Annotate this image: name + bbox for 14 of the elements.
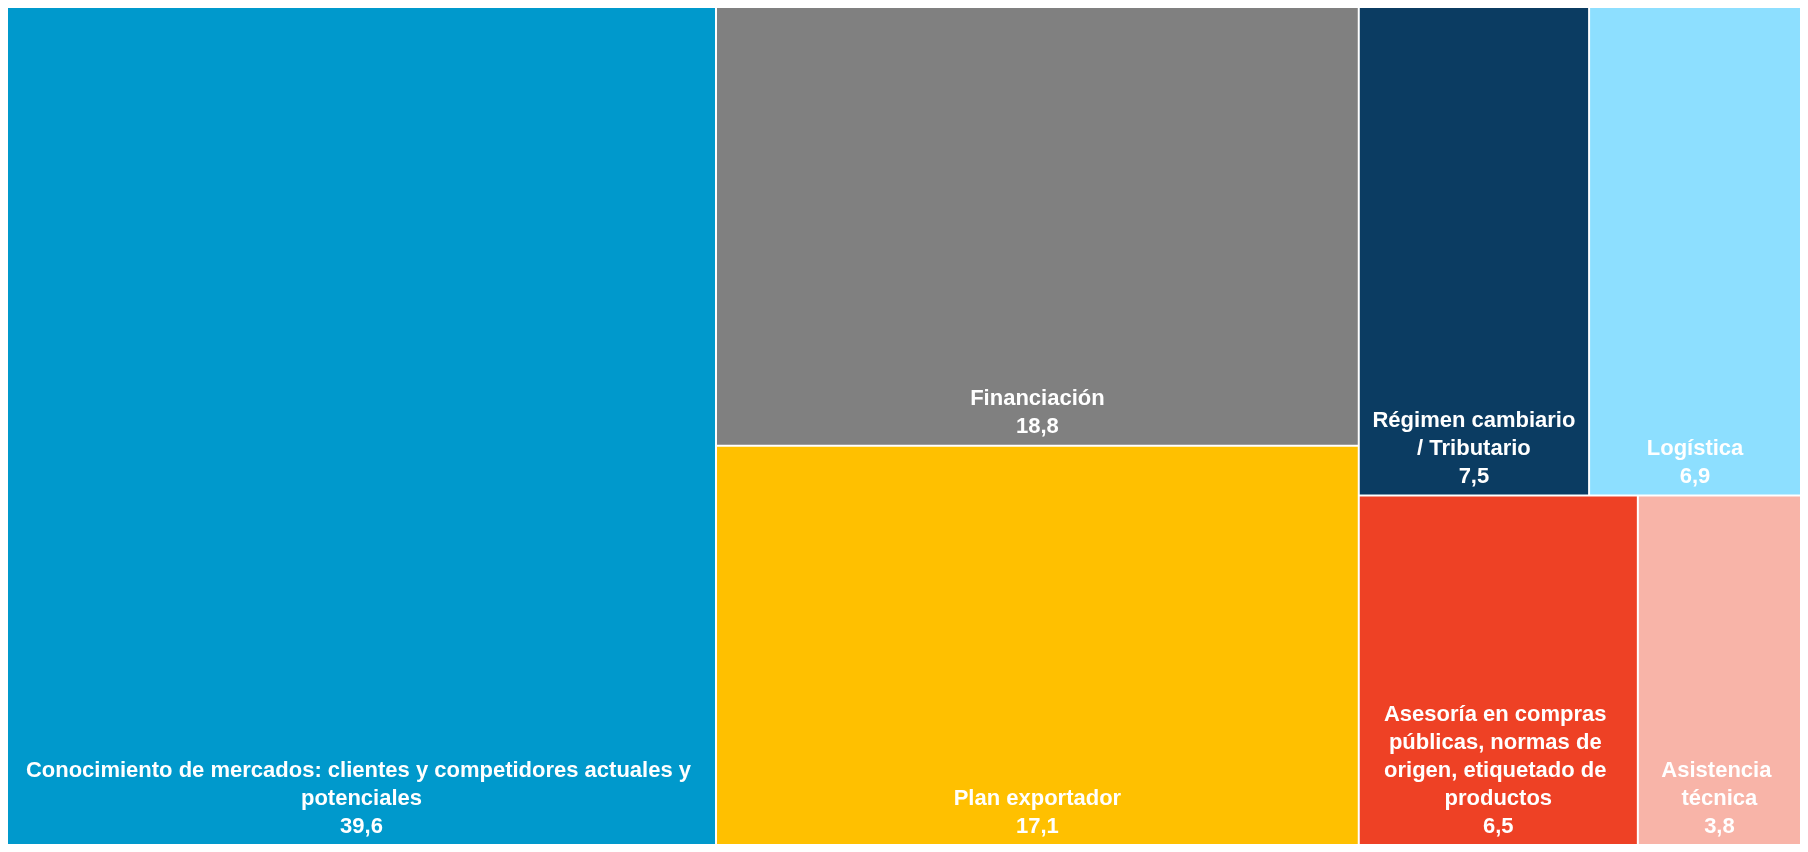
category-label: Logística: [1646, 435, 1745, 461]
data-label: 17,1: [1015, 812, 1059, 838]
category-label: Financiación: [970, 385, 1105, 411]
data-label: 6,9: [1679, 463, 1711, 489]
data-label: 6,5: [1483, 812, 1514, 838]
data-label: 39,6: [340, 812, 383, 838]
category-label: Plan exportador: [953, 784, 1122, 810]
data-label: 18,8: [1015, 413, 1059, 439]
data-label: 3,8: [1704, 812, 1735, 838]
category-label: Asistencia técnica: [1661, 756, 1778, 810]
data-label: 7,5: [1458, 463, 1490, 489]
category-label: Conocimiento de mercados: clientes y competidores actuales y potenciales: [25, 756, 698, 810]
category-label: Asesoría en compras públicas, normas de origen, etiquetado de productos: [1383, 700, 1613, 810]
category-label: Régimen cambiario/ Tributario: [1372, 407, 1576, 461]
